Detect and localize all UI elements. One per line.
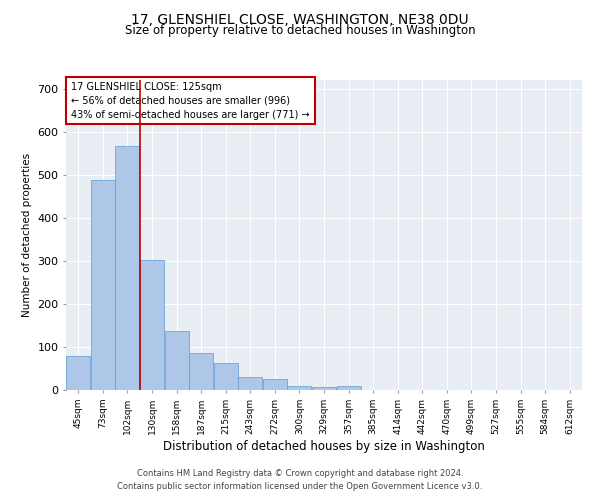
Y-axis label: Number of detached properties: Number of detached properties (22, 153, 32, 317)
Text: Contains HM Land Registry data © Crown copyright and database right 2024.: Contains HM Land Registry data © Crown c… (137, 468, 463, 477)
Bar (214, 364, 238, 390)
Text: Contains public sector information licensed under the Open Government Licence v3: Contains public sector information licen… (118, 482, 482, 491)
Bar (140, 260, 164, 390)
Text: Size of property relative to detached houses in Washington: Size of property relative to detached ho… (125, 24, 475, 37)
Bar (263, 379, 287, 390)
Bar (115, 146, 139, 390)
Bar (312, 386, 336, 390)
Bar (337, 386, 361, 390)
Bar (66, 356, 91, 390)
Text: 17 GLENSHIEL CLOSE: 125sqm
← 56% of detached houses are smaller (996)
43% of sem: 17 GLENSHIEL CLOSE: 125sqm ← 56% of deta… (71, 82, 310, 120)
Bar (287, 386, 311, 390)
Text: 17, GLENSHIEL CLOSE, WASHINGTON, NE38 0DU: 17, GLENSHIEL CLOSE, WASHINGTON, NE38 0D… (131, 12, 469, 26)
Bar (164, 331, 188, 390)
Bar (238, 376, 262, 390)
X-axis label: Distribution of detached houses by size in Washington: Distribution of detached houses by size … (163, 440, 485, 452)
Bar (91, 180, 115, 390)
Bar (189, 354, 213, 390)
